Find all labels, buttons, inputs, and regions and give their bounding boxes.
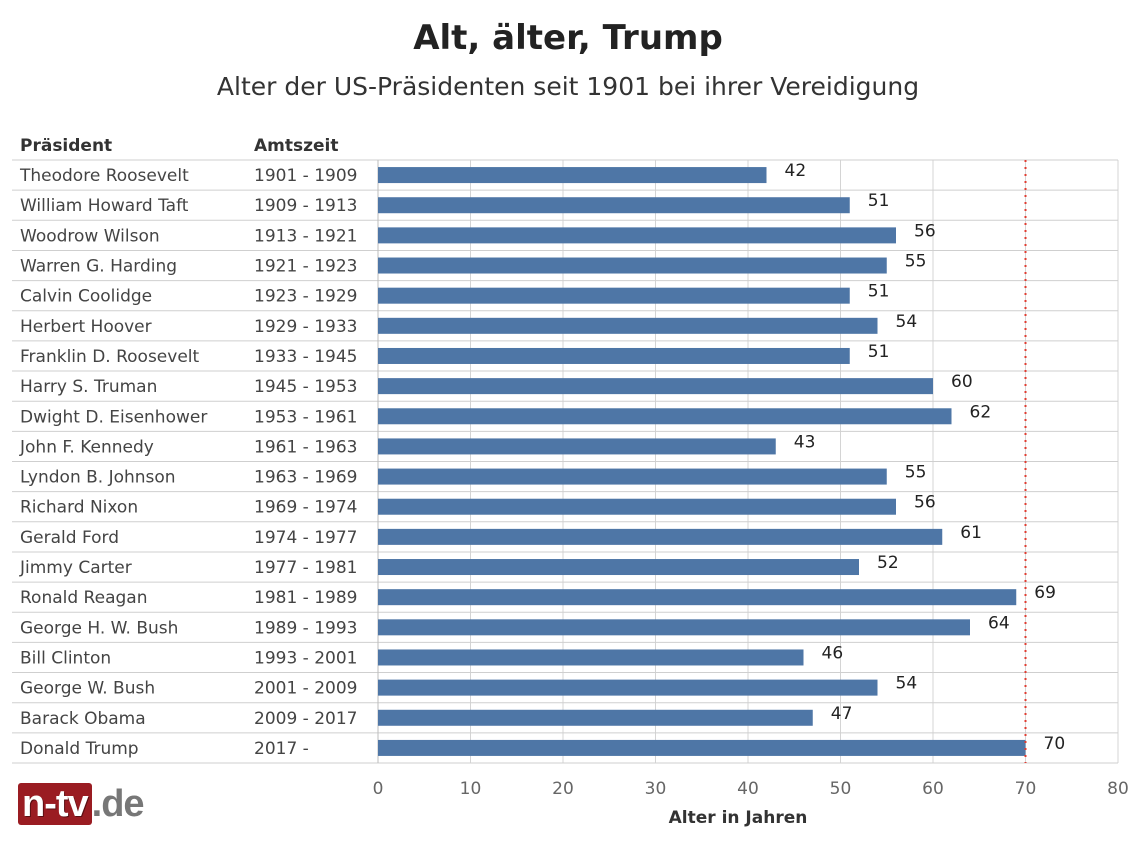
term-label: 1929 - 1933 — [254, 317, 357, 337]
president-label: Ronald Reagan — [20, 588, 147, 608]
term-label: 1901 - 1909 — [254, 166, 357, 186]
president-label: Theodore Roosevelt — [19, 166, 189, 186]
president-label: Richard Nixon — [20, 498, 138, 518]
term-label: 1974 - 1977 — [254, 528, 357, 548]
bar-value-label: 60 — [951, 372, 973, 392]
president-label: George H. W. Bush — [20, 618, 178, 638]
bar — [378, 408, 952, 425]
bar-value-label: 46 — [822, 643, 844, 663]
bar-value-label: 69 — [1034, 583, 1056, 603]
president-label: Dwight D. Eisenhower — [20, 407, 207, 427]
term-label: 1977 - 1981 — [254, 558, 357, 578]
x-tick-label: 70 — [1015, 779, 1037, 799]
president-label: William Howard Taft — [20, 196, 189, 216]
bar — [378, 589, 1017, 606]
term-label: 1969 - 1974 — [254, 498, 357, 518]
bar — [378, 378, 933, 395]
bar-value-label: 54 — [896, 674, 918, 694]
bar-value-label: 56 — [914, 493, 936, 513]
bar-value-label: 55 — [905, 252, 927, 272]
ntv-logo: n-tv .de — [18, 782, 145, 826]
bar — [378, 438, 776, 455]
bar-value-label: 56 — [914, 221, 936, 241]
term-label: 1963 - 1969 — [254, 468, 357, 488]
x-tick-label: 40 — [737, 779, 759, 799]
president-label: Jimmy Carter — [19, 558, 132, 578]
president-label: Herbert Hoover — [20, 317, 152, 337]
president-label: George W. Bush — [20, 679, 155, 699]
term-label: 1909 - 1913 — [254, 196, 357, 216]
bar-value-label: 43 — [794, 432, 816, 452]
term-label: 1933 - 1945 — [254, 347, 357, 367]
president-label: Harry S. Truman — [20, 377, 157, 397]
column-header-term: Amtszeit — [254, 136, 339, 156]
term-label: 1981 - 1989 — [254, 588, 357, 608]
bar — [378, 739, 1026, 756]
x-tick-label: 10 — [460, 779, 482, 799]
bar — [378, 317, 878, 334]
bar-value-label: 54 — [896, 312, 918, 332]
bar-value-label: 51 — [868, 191, 890, 211]
bar-value-label: 47 — [831, 704, 853, 724]
bar — [378, 559, 859, 576]
x-tick-label: 60 — [922, 779, 944, 799]
bar-value-label: 51 — [868, 342, 890, 362]
logo-brand: n-tv — [18, 783, 92, 825]
term-label: 1961 - 1963 — [254, 437, 357, 457]
bar — [378, 347, 850, 364]
term-label: 1989 - 1993 — [254, 618, 357, 638]
bar-value-label: 42 — [785, 161, 807, 181]
bar — [378, 257, 887, 274]
president-label: Gerald Ford — [20, 528, 119, 548]
bar — [378, 197, 850, 214]
bar — [378, 167, 767, 184]
x-axis-title: Alter in Jahren — [669, 808, 808, 828]
bar — [378, 287, 850, 304]
term-label: 2009 - 2017 — [254, 709, 357, 729]
chart-subtitle: Alter der US-Präsidenten seit 1901 bei i… — [216, 72, 920, 101]
bar — [378, 528, 943, 545]
bar — [378, 619, 970, 636]
bar — [378, 649, 804, 666]
term-label: 1913 - 1921 — [254, 226, 357, 246]
bar-value-label: 61 — [960, 523, 982, 543]
president-label: Donald Trump — [20, 739, 139, 759]
bar-value-label: 52 — [877, 553, 899, 573]
term-label: 2017 - — [254, 739, 309, 759]
term-label: 1993 - 2001 — [254, 648, 357, 668]
bar-value-label: 51 — [868, 282, 890, 302]
president-label: Warren G. Harding — [20, 257, 177, 277]
bar — [378, 468, 887, 485]
president-label: Franklin D. Roosevelt — [20, 347, 199, 367]
bar — [378, 709, 813, 726]
term-label: 2001 - 2009 — [254, 679, 357, 699]
x-tick-label: 50 — [830, 779, 852, 799]
president-label: John F. Kennedy — [19, 437, 154, 457]
bar — [378, 227, 896, 244]
bar-value-label: 64 — [988, 613, 1010, 633]
president-label: Lyndon B. Johnson — [20, 468, 176, 488]
term-label: 1945 - 1953 — [254, 377, 357, 397]
president-label: Barack Obama — [20, 709, 146, 729]
chart-title: Alt, älter, Trump — [413, 18, 723, 58]
x-tick-label: 80 — [1107, 779, 1129, 799]
x-tick-label: 0 — [373, 779, 384, 799]
term-label: 1921 - 1923 — [254, 257, 357, 277]
bar-value-label: 70 — [1044, 734, 1066, 754]
x-tick-label: 30 — [645, 779, 667, 799]
president-label: Woodrow Wilson — [20, 226, 160, 246]
term-label: 1923 - 1929 — [254, 287, 357, 307]
x-tick-label: 20 — [552, 779, 574, 799]
term-label: 1953 - 1961 — [254, 407, 357, 427]
bar — [378, 679, 878, 696]
president-label: Bill Clinton — [20, 648, 111, 668]
bar-value-label: 62 — [970, 402, 992, 422]
bar-value-label: 55 — [905, 463, 927, 483]
president-label: Calvin Coolidge — [20, 287, 152, 307]
bar — [378, 498, 896, 515]
column-header-president: Präsident — [20, 136, 113, 156]
logo-suffix: .de — [91, 783, 145, 825]
